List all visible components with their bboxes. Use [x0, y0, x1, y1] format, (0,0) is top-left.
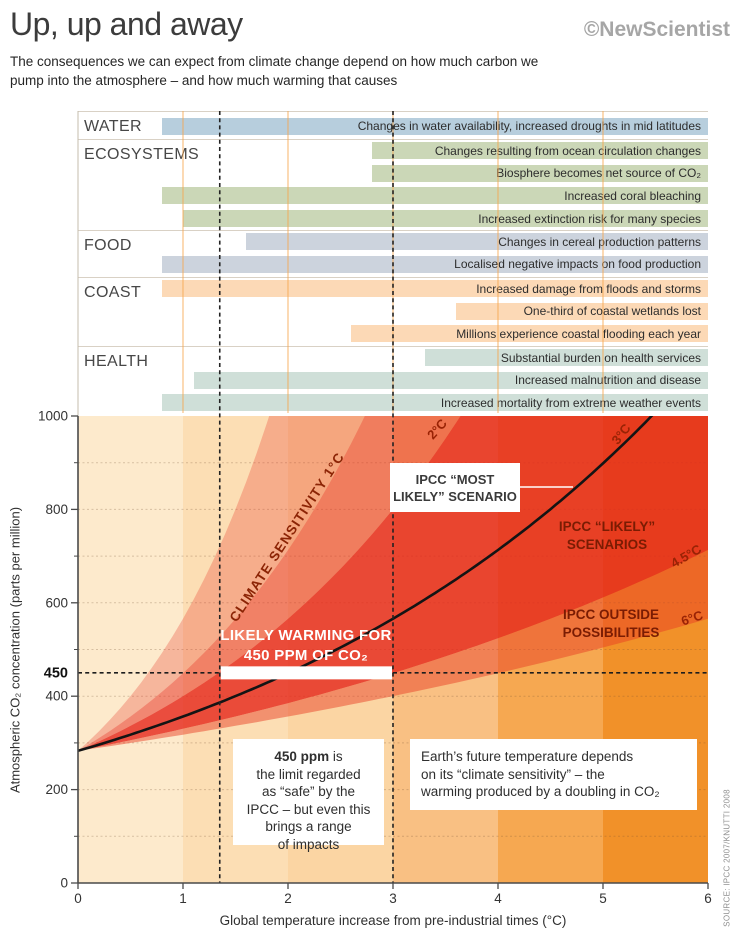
ipcc-likely-scenarios-label: IPCC “LIKELY” SCENARIOS	[559, 518, 655, 554]
ipcc-most-likely-callout: IPCC “MOST LIKELY” SCENARIO	[390, 463, 520, 512]
info-box-climate-sensitivity: Earth’s future temperature depends on its…	[410, 739, 697, 810]
label-line: IPCC “LIKELY”	[558, 519, 656, 534]
label-line: on its “climate sensitivity” – the	[421, 766, 605, 782]
info-box-450-lines: the limit regarded as “safe” by the IPCC –…	[233, 766, 384, 854]
impact-bar-label: Localised negative impacts on food produ…	[454, 257, 701, 272]
label-line: SCENARIOS	[566, 537, 648, 552]
label-line: IPCC “MOST	[415, 471, 495, 487]
bold-450ppm: 450 ppm	[274, 749, 330, 764]
impact-bar-label: Changes resulting from ocean circulation…	[434, 143, 701, 158]
impact-bar: Localised negative impacts on food produ…	[162, 255, 708, 273]
label-line: IPCC OUTSIDE	[562, 607, 659, 622]
impact-category-divider	[78, 111, 708, 112]
label-line: brings a range	[265, 819, 352, 834]
page-title: Up, up and away	[10, 6, 243, 42]
subtitle-line: pump into the atmosphere – and how much …	[10, 73, 398, 89]
impact-category-divider	[78, 139, 708, 140]
impact-bar: Increased coral bleaching	[162, 187, 708, 205]
info-box-450ppm: 450 ppm is the limit regarded as “safe” b…	[233, 739, 384, 852]
impact-category-divider	[78, 346, 708, 347]
impact-bar: Biosphere becomes net source of CO₂	[372, 164, 708, 182]
impact-bar: Substantial burden on health services	[424, 349, 708, 366]
impact-bar-label: Millions experience coastal flooding eac…	[456, 326, 701, 341]
impact-category-label: COAST	[84, 284, 142, 301]
label-line: POSSIBILITIES	[562, 625, 660, 640]
impact-bar-label: Substantial burden on health services	[500, 350, 701, 365]
impact-bar-label: Biosphere becomes net source of CO₂	[496, 166, 701, 181]
impact-bar-label: Changes in cereal production patterns	[498, 234, 701, 249]
impact-bar: Increased damage from floods and storms	[162, 280, 708, 297]
impact-bar-label: One-third of coastal wetlands lost	[523, 304, 701, 319]
label-line: 450 ppm is	[233, 748, 384, 766]
impact-bar-label: Increased extinction risk for many speci…	[478, 211, 701, 226]
impact-bar: Changes in cereal production patterns	[246, 233, 708, 250]
subtitle-line: The consequences we can expect from clim…	[10, 54, 539, 69]
impact-bar-label: Increased coral bleaching	[564, 188, 701, 203]
x-axis-title: Global temperature increase from pre-ind…	[219, 913, 567, 928]
label-line: warming produced by a doubling in CO₂	[421, 784, 660, 799]
info-box-earth-lines: Earth’s future temperature depends on its…	[421, 748, 697, 801]
source-credit: SOURCE: IPCC 2007/KNUTTI 2008	[722, 789, 732, 927]
label-line: LIKELY” SCENARIO	[393, 488, 517, 504]
impact-bar: Changes resulting from ocean circulation…	[372, 142, 708, 159]
callout-text: IPCC “MOST LIKELY” SCENARIO	[393, 471, 517, 505]
impact-bar: One-third of coastal wetlands lost	[456, 302, 708, 320]
impact-category-label: WATER	[84, 118, 142, 135]
newscientist-logo: ©NewScientist	[583, 18, 730, 41]
likely-warming-450-label: LIKELY WARMING FOR 450 PPM OF CO₂	[220, 626, 391, 666]
label-line: the limit regarded	[256, 766, 361, 782]
ipcc-outside-possibilities-label: IPCC OUTSIDE POSSIBILITIES	[563, 606, 660, 642]
impact-category-label: ECOSYSTEMS	[84, 146, 200, 163]
y-axis-title: Atmospheric CO₂ concentration (parts per…	[7, 506, 23, 794]
label-line: 450 PPM OF CO₂	[243, 647, 369, 664]
impact-category-divider	[78, 230, 708, 231]
impact-bar: Millions experience coastal flooding eac…	[351, 325, 708, 343]
label-line: as “safe” by the	[261, 784, 356, 799]
label-line: IPCC – but even this	[246, 801, 371, 817]
impact-bar: Increased mortality from extreme weather…	[162, 394, 708, 412]
label-line: of impacts	[277, 836, 340, 852]
impact-bar-label: Increased malnutrition and disease	[514, 373, 701, 388]
impact-category-label: HEALTH	[84, 353, 149, 370]
impact-bar-label: Increased damage from floods and storms	[476, 281, 701, 296]
impact-category-label: FOOD	[84, 237, 132, 254]
impact-bar: Increased malnutrition and disease	[193, 371, 708, 389]
impact-bar: Increased extinction risk for many speci…	[183, 210, 708, 228]
impact-category-divider	[78, 277, 708, 278]
impact-bar-label: Changes in water availability, increased…	[357, 119, 701, 133]
impact-bar-label: Increased mortality from extreme weather…	[440, 395, 701, 410]
label-line: is	[329, 749, 343, 764]
label-line: LIKELY WARMING FOR	[220, 627, 392, 644]
impact-bar: Changes in water availability, increased…	[162, 117, 708, 135]
label-line: Earth’s future temperature depends	[421, 749, 634, 764]
page-subtitle: The consequences we can expect from clim…	[10, 52, 538, 90]
